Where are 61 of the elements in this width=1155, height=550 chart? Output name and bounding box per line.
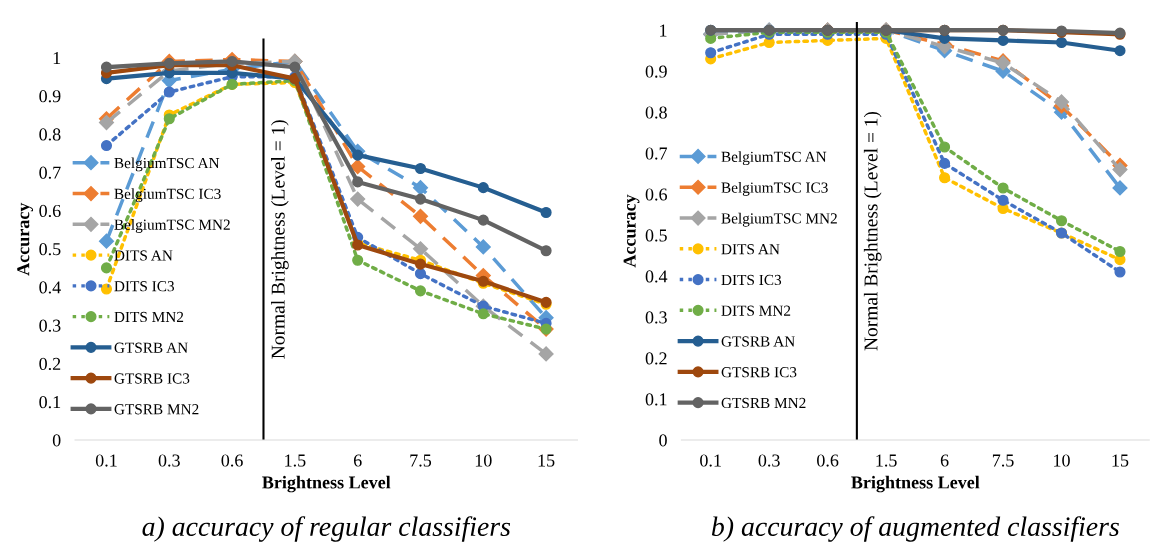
y-tick-label: 1 bbox=[53, 51, 61, 64]
x-tick-label: 7.5 bbox=[992, 454, 1014, 467]
legend-label: BelgiumTSC AN bbox=[721, 151, 827, 166]
text: a) accuracy of regular classifiers bbox=[142, 516, 511, 542]
legend-label: GTSRB MN2 bbox=[721, 397, 806, 409]
legend-label: DITS AN bbox=[721, 244, 780, 255]
y-tick-label: 0.4 bbox=[645, 270, 668, 283]
annotation: Normal Brightness (Level = 1) bbox=[863, 111, 882, 351]
legend-label: BelgiumTSC IC3 bbox=[721, 182, 828, 196]
legend-label: DITS IC3 bbox=[114, 281, 174, 292]
y-tick-label: 0.8 bbox=[39, 128, 61, 141]
y-tick-label: 0.2 bbox=[39, 357, 61, 371]
x-axis-title: Brightness Level bbox=[851, 475, 980, 493]
x-tick-label: 0.3 bbox=[758, 454, 780, 467]
x-tick-label: 15 bbox=[1112, 454, 1129, 467]
legend-label: DITS IC3 bbox=[721, 274, 782, 286]
x-axis-title: Brightness Level bbox=[262, 475, 391, 493]
y-tick-label: 0 bbox=[52, 434, 61, 447]
y-tick-label: 0.3 bbox=[39, 319, 61, 332]
y-tick-label: 0.7 bbox=[645, 147, 668, 160]
y-tick-label: 0.9 bbox=[39, 90, 61, 103]
text: b) accuracy of augmented classifiers bbox=[711, 516, 1119, 542]
x-tick-label: 1.5 bbox=[285, 454, 306, 467]
legend-label: GTSRB IC3 bbox=[721, 367, 797, 378]
y-axis-title: Accuracy bbox=[17, 202, 34, 276]
legend-label: GTSRB IC3 bbox=[114, 373, 190, 384]
y-tick-label: 0.6 bbox=[39, 204, 61, 218]
y-tick-label: 0.4 bbox=[39, 281, 61, 294]
y-tick-label: 0.9 bbox=[645, 65, 667, 78]
legend-label: GTSRB MN2 bbox=[114, 404, 199, 415]
legend-label: DITS AN bbox=[114, 250, 173, 261]
y-axis-title: Accuracy bbox=[623, 194, 640, 268]
legend-label: DITS MN2 bbox=[114, 311, 184, 323]
y-tick-label: 0.1 bbox=[39, 396, 61, 409]
x-tick-label: 0.3 bbox=[158, 454, 180, 467]
x-tick-label: 10 bbox=[1054, 454, 1070, 467]
y-tick-label: 0.7 bbox=[39, 166, 61, 179]
y-tick-label: 0.3 bbox=[645, 311, 667, 324]
y-tick-label: 0.1 bbox=[645, 393, 667, 406]
x-tick-label: 0.6 bbox=[817, 454, 839, 467]
x-tick-label: 10 bbox=[475, 454, 492, 467]
x-tick-label: 1.5 bbox=[876, 454, 897, 467]
y-tick-label: 0.2 bbox=[645, 352, 667, 365]
legend-label: GTSRB AN bbox=[114, 342, 188, 353]
x-tick-label: 0.6 bbox=[221, 454, 243, 467]
y-tick-label: 1 bbox=[660, 24, 667, 37]
y-tick-label: 0.5 bbox=[39, 243, 61, 256]
y-tick-label: 0.6 bbox=[645, 188, 668, 201]
y-tick-label: 0 bbox=[659, 434, 667, 447]
x-tick-label: 6 bbox=[940, 454, 949, 467]
legend-label: DITS MN2 bbox=[721, 305, 791, 316]
y-tick-label: 0.5 bbox=[645, 229, 667, 242]
y-tick-label: 0.8 bbox=[645, 106, 667, 119]
x-tick-label: 7.5 bbox=[410, 454, 432, 467]
x-tick-label: 15 bbox=[538, 454, 555, 467]
x-tick-label: 0.1 bbox=[700, 454, 721, 467]
x-tick-label: 0.1 bbox=[95, 454, 117, 467]
x-tick-label: 6 bbox=[353, 454, 362, 467]
legend-label: GTSRB AN bbox=[721, 336, 795, 347]
legend-label: BelgiumTSC MN2 bbox=[721, 212, 837, 227]
annotation: Normal Brightness (Level = 1) bbox=[271, 120, 289, 359]
